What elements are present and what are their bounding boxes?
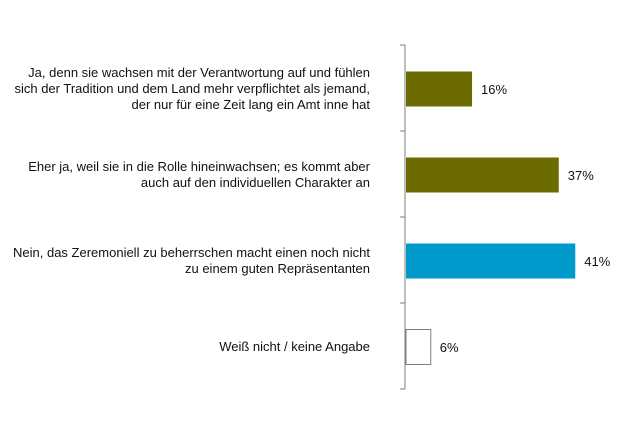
bar	[406, 243, 576, 279]
bar	[406, 157, 559, 193]
bar-value-label: 37%	[568, 168, 594, 183]
category-label: Eher ja, weil sie in die Rolle hineinwac…	[28, 159, 370, 190]
category-label-line: sich der Tradition und dem Land mehr ver…	[14, 81, 370, 96]
category-label: Ja, denn sie wachsen mit der Verantwortu…	[14, 65, 370, 112]
bar-value-label: 41%	[584, 254, 610, 269]
bar	[406, 71, 473, 107]
category-label-line: auch auf den individuellen Charakter an	[141, 175, 370, 190]
category-label: Weiß nicht / keine Angabe	[219, 339, 370, 354]
category-label-line: Eher ja, weil sie in die Rolle hineinwac…	[28, 159, 370, 174]
category-label-line: Ja, denn sie wachsen mit der Verantwortu…	[28, 65, 370, 80]
category-labels: Ja, denn sie wachsen mit der Verantwortu…	[13, 65, 371, 354]
category-label: Nein, das Zeremoniell zu beherrschen mac…	[13, 245, 370, 276]
bar-value-label: 6%	[440, 340, 459, 355]
category-label-line: der nur für eine Zeit lang ein Amt inne …	[132, 97, 371, 112]
category-label-line: zu einem guten Repräsentanten	[185, 261, 370, 276]
bars	[405, 71, 576, 365]
axis-ticks	[400, 44, 405, 390]
bar-value-label: 16%	[481, 82, 507, 97]
bar	[405, 329, 432, 365]
category-label-line: Weiß nicht / keine Angabe	[219, 339, 370, 354]
value-labels: 16% 37% 41% 6%	[440, 82, 611, 355]
category-label-line: Nein, das Zeremoniell zu beherrschen mac…	[13, 245, 370, 260]
